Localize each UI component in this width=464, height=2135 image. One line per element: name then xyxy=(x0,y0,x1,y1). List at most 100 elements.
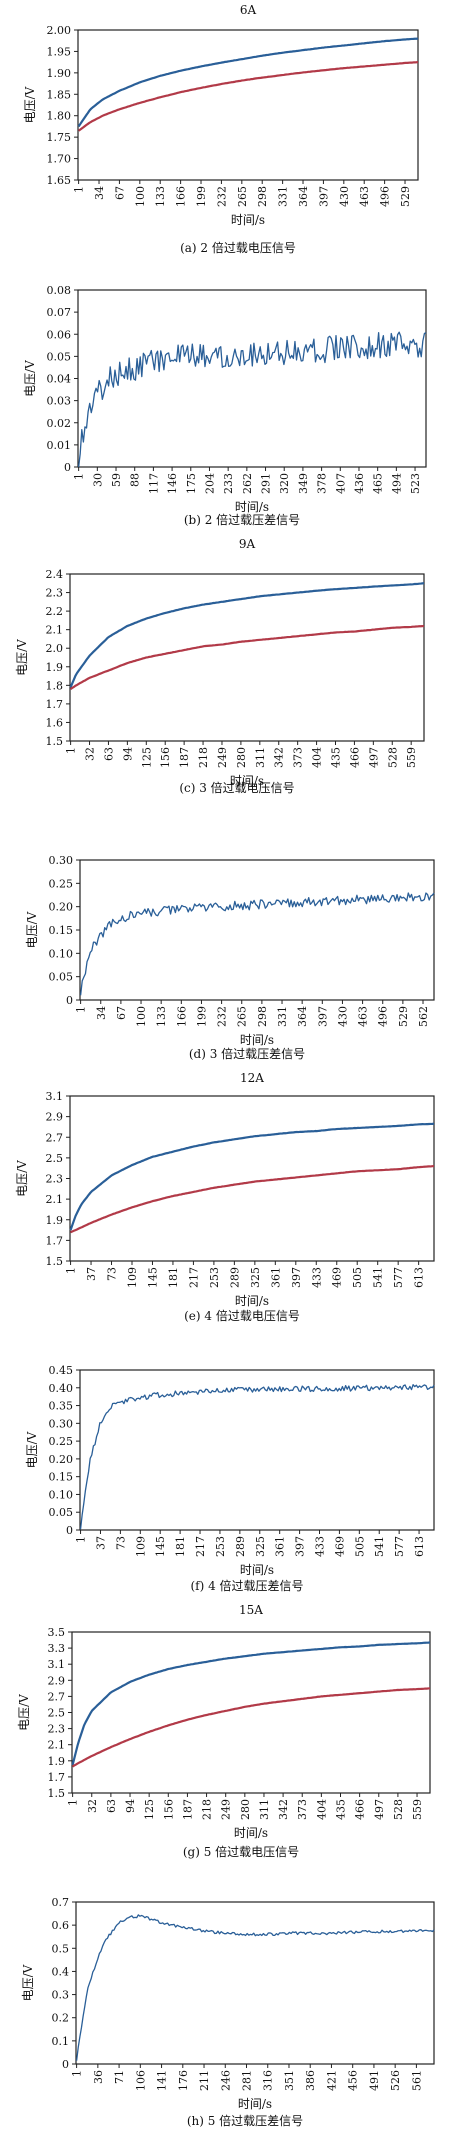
chart-a-ylabel: 电压/V xyxy=(23,86,37,123)
chart-c-xtick-label: 32 xyxy=(84,747,97,761)
chart-b-xtick-label: 407 xyxy=(334,473,347,494)
chart-c-series-red-line xyxy=(69,624,425,691)
chart-g-xtick-label: 311 xyxy=(258,1799,271,1820)
chart-c-xtick-label: 94 xyxy=(121,747,134,761)
chart-b-xtick-label: 494 xyxy=(390,473,403,494)
chart-e-svg: 12A 1.5 1.7 1.9 2.1 2.3 2.5 2.7 2.9 3.1 1 37 73 109 14… xyxy=(15,1071,435,1323)
chart-b-xtick-label: 523 xyxy=(409,473,422,494)
chart-a-ytick-label: 1.85 xyxy=(47,88,72,101)
chart-a-xtick-label: 166 xyxy=(175,186,188,207)
chart-d-ytick-label: 0.15 xyxy=(49,924,74,937)
chart-g-xtick-label: 125 xyxy=(143,1799,156,1820)
chart-f-ytick-label: 0 xyxy=(66,1524,73,1537)
chart-d-ytick-label: 0 xyxy=(66,994,73,1007)
chart-a-svg: 6A 1.65 1.70 1.75 1.80 1.85 1.90 1.95 2.00 1 34 67 1… xyxy=(23,3,419,255)
chart-c-xtick-label: 187 xyxy=(178,747,191,768)
chart-g-ytick-label: 2.1 xyxy=(48,1739,66,1752)
chart-a-xtick-label: 133 xyxy=(154,186,167,207)
chart-a-xtick-label: 430 xyxy=(338,186,351,207)
chart-d-xtick-label: 67 xyxy=(115,1006,128,1020)
chart-g-xtick-label: 63 xyxy=(105,1799,118,1813)
chart-d-xtick-label: 199 xyxy=(195,1006,208,1027)
chart-h-xtick-label: 561 xyxy=(410,2070,423,2091)
chart-h-xtick-label: 456 xyxy=(347,2070,360,2091)
chart-c-series-blue-line xyxy=(69,582,425,688)
chart-b-ytick-label: 0.02 xyxy=(47,417,72,430)
chart-f-xtick-label: 181 xyxy=(174,1536,187,1557)
chart-d-xtick-label: 232 xyxy=(216,1006,229,1027)
chart-e-xtick-label: 37 xyxy=(85,1267,98,1281)
chart-b-xtick-label: 1 xyxy=(73,473,86,480)
chart-h-ytick-label: 0.6 xyxy=(52,1919,70,1932)
chart-a-xtick-label: 496 xyxy=(379,186,392,207)
chart-f-ytick-label: 0.30 xyxy=(49,1417,74,1430)
chart-a-xtick-label: 364 xyxy=(297,186,310,207)
chart-b-ytick-label: 0.06 xyxy=(47,328,72,341)
chart-d-xtick-label: 133 xyxy=(155,1006,168,1027)
chart-b-xtick-label: 349 xyxy=(297,473,310,494)
chart-f-xtick-label: 73 xyxy=(114,1536,127,1550)
chart-c-ylabel: 电压/V xyxy=(15,639,29,676)
chart-a-xtick-label: 67 xyxy=(113,186,126,200)
chart-d-ytick-label: 0.25 xyxy=(49,877,74,890)
chart-f-ytick-label: 0.35 xyxy=(49,1400,74,1413)
chart-f-xtick-label: 613 xyxy=(413,1536,426,1557)
chart-c-xtick-label: 497 xyxy=(367,747,380,768)
chart-a-xtick-label: 34 xyxy=(93,186,106,200)
chart-g-ytick-label: 2.7 xyxy=(48,1690,66,1703)
chart-e-xtick-label: 361 xyxy=(269,1267,282,1288)
chart-e-xtick-label: 325 xyxy=(249,1267,262,1288)
chart-g-ytick-label: 2.3 xyxy=(48,1723,66,1736)
chart-f-xtick-label: 253 xyxy=(214,1536,227,1557)
chart-b-ytick-label: 0 xyxy=(64,461,71,474)
chart-e-xtick-label: 217 xyxy=(187,1267,200,1288)
chart-h-series-blue-line xyxy=(75,1914,435,2061)
chart-d-xtick-label: 364 xyxy=(296,1006,309,1027)
chart-e-frame xyxy=(69,1095,435,1262)
chart-e-ytick-label: 1.5 xyxy=(46,1255,64,1268)
chart-a-caption: (a) 2 倍过载电压信号 xyxy=(180,240,296,255)
chart-c-title: 9A xyxy=(239,537,256,551)
chart-c-ytick-label: 2.1 xyxy=(46,624,64,637)
chart-e-title: 12A xyxy=(240,1071,264,1085)
chart-f-ytick-label: 0.10 xyxy=(49,1488,74,1501)
chart-d-caption: (d) 3 倍过载压差信号 xyxy=(189,1046,305,1061)
panel-f: 0 0.05 0.10 0.15 0.20 0.25 0.30 0.35 0.40 0.45 1 37… xyxy=(0,1330,464,1600)
chart-b-xtick-label: 204 xyxy=(203,473,216,494)
chart-g-xtick-label: 559 xyxy=(411,1799,424,1820)
chart-e-xtick-label: 181 xyxy=(167,1267,180,1288)
chart-g-ytick-label: 3.1 xyxy=(48,1658,66,1671)
chart-f-ylabel: 电压/V xyxy=(25,1431,39,1468)
chart-a-series-red-line xyxy=(77,61,419,132)
chart-b-xtick-label: 30 xyxy=(91,473,104,487)
chart-h-xtick-label: 351 xyxy=(283,2070,296,2091)
chart-b-xtick-label: 59 xyxy=(110,473,123,487)
chart-c-xtick-label: 373 xyxy=(292,747,305,768)
chart-b-series-blue-line xyxy=(77,331,427,468)
chart-b-xtick-label: 233 xyxy=(222,473,235,494)
chart-d-ylabel: 电压/V xyxy=(25,911,39,948)
chart-g-xtick-label: 466 xyxy=(354,1799,367,1820)
chart-e-xtick-label: 73 xyxy=(106,1267,119,1281)
chart-c-xtick-label: 280 xyxy=(235,747,248,768)
chart-g-xtick-label: 249 xyxy=(220,1799,233,1820)
chart-a-ytick-label: 1.70 xyxy=(47,153,72,166)
panel-h: 0 0.1 0.2 0.3 0.4 0.5 0.6 0.7 1 36 71 106 141 176 211 2… xyxy=(0,1866,464,2135)
chart-f-xtick-label: 109 xyxy=(134,1536,147,1557)
chart-d-series-blue-line xyxy=(79,892,435,996)
chart-h-xtick-label: 386 xyxy=(304,2070,317,2091)
chart-c-xtick-label: 435 xyxy=(330,747,343,768)
chart-f-ytick-label: 0.15 xyxy=(49,1471,74,1484)
chart-h-ytick-label: 0.1 xyxy=(52,2035,70,2048)
chart-b-xtick-label: 320 xyxy=(278,473,291,494)
chart-h-xtick-label: 316 xyxy=(262,2070,275,2091)
chart-h-xtick-label: 211 xyxy=(198,2070,211,2091)
chart-e-ytick-label: 2.7 xyxy=(46,1131,64,1144)
chart-g-ytick-label: 3.5 xyxy=(48,1626,66,1639)
chart-a-ytick-label: 1.75 xyxy=(47,131,72,144)
chart-e-ylabel: 电压/V xyxy=(15,1160,29,1197)
chart-c-xtick-label: 156 xyxy=(159,747,172,768)
chart-g-title: 15A xyxy=(239,1603,263,1617)
chart-f-ytick-label: 0.05 xyxy=(49,1506,74,1519)
chart-d-xtick-label: 265 xyxy=(236,1006,249,1027)
